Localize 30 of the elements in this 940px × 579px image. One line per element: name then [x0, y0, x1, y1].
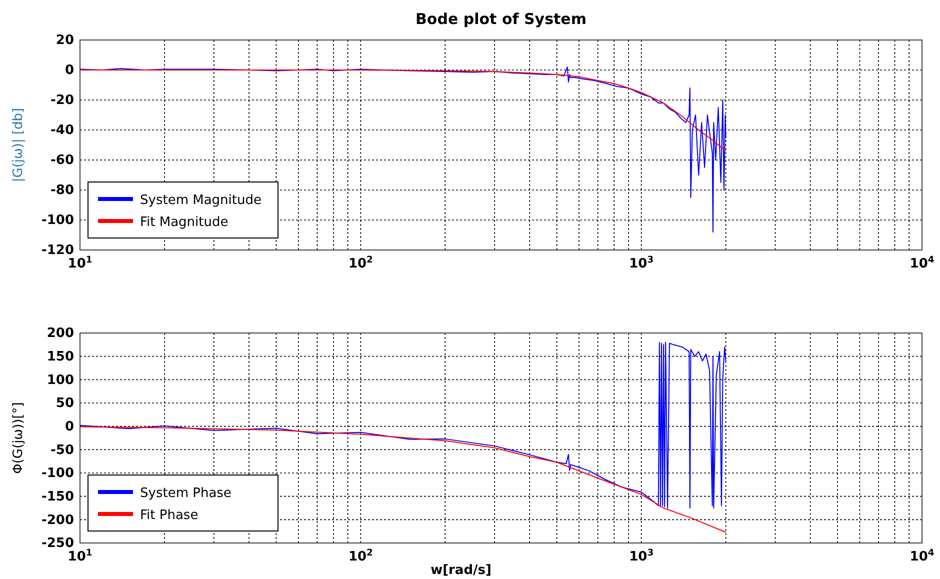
- y-tick-label: -50: [50, 442, 74, 458]
- x-tick-label: 10$^{2}$: [348, 255, 373, 272]
- y-tick-label: -40: [50, 123, 74, 138]
- y-tick-label: 50: [56, 396, 74, 412]
- y-tick-label: -100: [41, 213, 74, 228]
- y-tick-label: -80: [50, 183, 74, 198]
- legend-label: Fit Phase: [140, 508, 198, 523]
- y-tick-label: 20: [56, 33, 74, 48]
- y-tick-label: -20: [50, 93, 74, 108]
- x-tick-label: 10$^{3}$: [629, 548, 654, 564]
- x-axis-title: w[rad/s]: [430, 563, 492, 578]
- x-tick-label: 10$^{3}$: [629, 255, 654, 272]
- y-tick-label: 200: [46, 326, 74, 342]
- legend-label: Fit Magnitude: [140, 215, 228, 230]
- legend-label: System Magnitude: [140, 193, 262, 208]
- x-tick-label: 10$^{4}$: [910, 548, 934, 564]
- x-tick-label: 10$^{2}$: [348, 548, 373, 564]
- legend-label: System Phase: [140, 486, 232, 501]
- y-axis-title: |G(jω)| [db]: [11, 108, 26, 182]
- y-axis-title: Φ(G(jω))[°]: [11, 402, 26, 474]
- y-tick-label: 100: [46, 372, 74, 388]
- y-tick-label: -60: [50, 153, 74, 168]
- y-tick-label: 0: [64, 419, 74, 434]
- y-tick-label: 150: [46, 349, 74, 364]
- y-tick-label: -100: [41, 466, 74, 482]
- y-tick-label: -150: [41, 489, 74, 504]
- chart-title: Bode plot of System: [416, 10, 586, 28]
- y-tick-label: -200: [41, 512, 74, 528]
- x-tick-label: 10$^{4}$: [910, 255, 934, 272]
- y-tick-label: 0: [64, 63, 74, 78]
